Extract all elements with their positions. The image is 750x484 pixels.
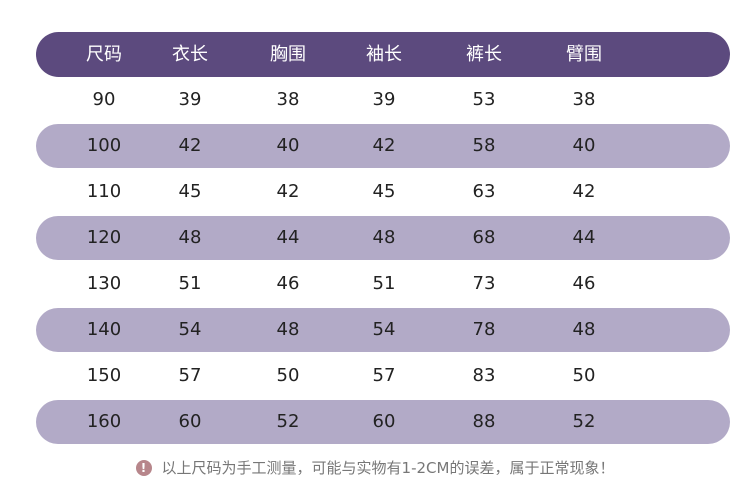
measurement-cell: 51 bbox=[372, 272, 396, 294]
measurement-cell: 45 bbox=[372, 180, 396, 202]
table-row: 110 45 42 45 63 42 bbox=[36, 169, 730, 215]
column-header: 尺码 bbox=[86, 43, 122, 65]
size-cell: 150 bbox=[86, 364, 122, 386]
column-header: 袖长 bbox=[366, 43, 402, 65]
measurement-cell: 48 bbox=[572, 318, 596, 340]
size-cell: 130 bbox=[86, 272, 122, 294]
measurement-cell: 42 bbox=[372, 134, 396, 156]
size-cell: 140 bbox=[86, 318, 122, 340]
measurement-cell: 52 bbox=[276, 410, 300, 432]
measurement-cell: 57 bbox=[372, 364, 396, 386]
size-cell: 90 bbox=[92, 88, 116, 110]
size-cell: 160 bbox=[86, 410, 122, 432]
table-body: 90 39 38 39 53 38 100 42 40 42 58 40 110 45 42 45 63 42 12… bbox=[36, 77, 730, 444]
measurement-cell: 73 bbox=[472, 272, 496, 294]
measurement-cell: 44 bbox=[572, 226, 596, 248]
measurement-cell: 46 bbox=[276, 272, 300, 294]
measurement-cell: 38 bbox=[276, 88, 300, 110]
measurement-cell: 44 bbox=[276, 226, 300, 248]
table-row: 90 39 38 39 53 38 bbox=[36, 77, 730, 123]
measurement-cell: 48 bbox=[276, 318, 300, 340]
measurement-cell: 60 bbox=[372, 410, 396, 432]
measurement-cell: 46 bbox=[572, 272, 596, 294]
measurement-cell: 40 bbox=[276, 134, 300, 156]
table-row: 140 54 48 54 78 48 bbox=[36, 307, 730, 352]
measurement-cell: 39 bbox=[372, 88, 396, 110]
measurement-cell: 50 bbox=[276, 364, 300, 386]
measurement-cell: 45 bbox=[178, 180, 202, 202]
size-table: 尺码 衣长 胸围 袖长 裤长 臂围 90 39 38 39 53 38 100 42 40 42 58 40 11… bbox=[36, 32, 730, 445]
measurement-cell: 60 bbox=[178, 410, 202, 432]
table-row: 100 42 40 42 58 40 bbox=[36, 123, 730, 168]
measurement-cell: 53 bbox=[472, 88, 496, 110]
measurement-cell: 83 bbox=[472, 364, 496, 386]
measurement-cell: 51 bbox=[178, 272, 202, 294]
measurement-note: ! 以上尺码为手工测量，可能与实物有1-2CM的误差，属于正常现象！ bbox=[0, 457, 750, 478]
measurement-cell: 58 bbox=[472, 134, 496, 156]
measurement-cell: 68 bbox=[472, 226, 496, 248]
column-header: 裤长 bbox=[466, 43, 502, 65]
note-text: 以上尺码为手工测量，可能与实物有1-2CM的误差，属于正常现象！ bbox=[161, 459, 615, 477]
measurement-cell: 40 bbox=[572, 134, 596, 156]
table-row: 120 48 44 48 68 44 bbox=[36, 215, 730, 260]
size-cell: 110 bbox=[86, 180, 122, 202]
column-header: 臂围 bbox=[566, 43, 602, 65]
measurement-cell: 57 bbox=[178, 364, 202, 386]
table-header-row: 尺码 衣长 胸围 袖长 裤长 臂围 bbox=[36, 32, 730, 77]
table-row: 160 60 52 60 88 52 bbox=[36, 399, 730, 444]
measurement-cell: 54 bbox=[178, 318, 202, 340]
measurement-cell: 48 bbox=[372, 226, 396, 248]
measurement-cell: 38 bbox=[572, 88, 596, 110]
measurement-cell: 78 bbox=[472, 318, 496, 340]
measurement-cell: 42 bbox=[178, 134, 202, 156]
measurement-cell: 42 bbox=[572, 180, 596, 202]
table-row: 130 51 46 51 73 46 bbox=[36, 261, 730, 307]
measurement-cell: 63 bbox=[472, 180, 496, 202]
measurement-cell: 50 bbox=[572, 364, 596, 386]
measurement-cell: 88 bbox=[472, 410, 496, 432]
size-cell: 120 bbox=[86, 226, 122, 248]
column-header: 胸围 bbox=[270, 43, 306, 65]
measurement-cell: 52 bbox=[572, 410, 596, 432]
column-header: 衣长 bbox=[172, 43, 208, 65]
table-row: 150 57 50 57 83 50 bbox=[36, 353, 730, 399]
measurement-cell: 48 bbox=[178, 226, 202, 248]
measurement-cell: 42 bbox=[276, 180, 300, 202]
measurement-cell: 39 bbox=[178, 88, 202, 110]
size-cell: 100 bbox=[86, 134, 122, 156]
measurement-cell: 54 bbox=[372, 318, 396, 340]
exclamation-icon: ! bbox=[135, 459, 152, 476]
